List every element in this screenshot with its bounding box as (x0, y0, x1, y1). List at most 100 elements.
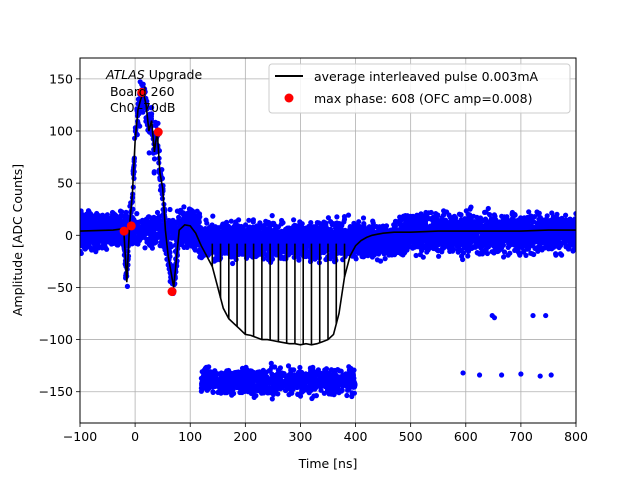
scatter-point (531, 251, 537, 258)
scatter-point (489, 249, 495, 255)
scatter-point (109, 209, 116, 216)
scatter-point (309, 237, 315, 243)
scatter-point (312, 224, 318, 230)
scatter-point (250, 217, 256, 223)
scatter-point (252, 238, 258, 244)
scatter-point (263, 218, 269, 224)
scatter-point (237, 242, 243, 248)
scatter-point (181, 204, 187, 210)
scatter-point (91, 219, 97, 225)
scatter-point (386, 236, 392, 242)
scatter-point (112, 234, 118, 240)
scatter-point (154, 209, 161, 216)
scatter-point (108, 237, 114, 243)
scatter-point (117, 240, 123, 246)
scatter-point (280, 220, 286, 226)
scatter-point (361, 225, 367, 231)
scatter-point (231, 238, 237, 244)
scatter-point (148, 105, 155, 111)
scatter-point (346, 233, 352, 239)
scatter-point (191, 240, 197, 246)
scatter-point (176, 214, 182, 220)
scatter-point (307, 258, 314, 265)
scatter-point (420, 254, 426, 260)
scatter-point (374, 257, 380, 263)
scatter-point (228, 218, 234, 224)
scatter-point (149, 111, 155, 117)
scatter-point (167, 206, 173, 213)
scatter-point (252, 229, 259, 235)
scatter-point (201, 238, 208, 244)
scatter-point (152, 221, 158, 227)
scatter-point (179, 242, 185, 248)
scatter-point (84, 211, 90, 217)
scatter-point (210, 213, 216, 219)
scatter-point (111, 230, 117, 236)
scatter-point (95, 245, 101, 251)
scatter-point (347, 224, 353, 231)
scatter-point (243, 237, 249, 243)
scatter-point (266, 234, 272, 241)
scatter-point (281, 231, 287, 237)
scatter-point (423, 209, 429, 216)
scatter-point (360, 215, 367, 221)
scatter-point (253, 245, 260, 251)
scatter-point (138, 235, 145, 241)
scatter-point (483, 247, 489, 253)
scatter-point (123, 209, 129, 215)
scatter-point (288, 235, 294, 241)
scatter-point (80, 212, 85, 218)
scatter-point (293, 225, 299, 231)
scatter-point (149, 236, 155, 242)
scatter-point (334, 228, 340, 234)
scatter-point (468, 204, 474, 210)
scatter-point (341, 214, 348, 220)
scatter-point (352, 254, 358, 260)
scatter-point (204, 230, 210, 236)
scatter-point (296, 257, 302, 263)
scatter-point (223, 222, 229, 228)
scatter-point (504, 214, 510, 220)
scatter-point (313, 230, 319, 236)
scatter-point (267, 223, 273, 229)
scatter-point (370, 228, 376, 234)
scatter-point (345, 212, 352, 218)
scatter-point (392, 247, 398, 253)
scatter-point (167, 278, 173, 284)
scatter-point (336, 238, 342, 244)
scatter-point (487, 212, 493, 218)
scatter-point (220, 236, 226, 242)
scatter-point (175, 219, 181, 225)
scatter-point (230, 260, 236, 267)
scatter-point (269, 213, 275, 219)
scatter-point (304, 233, 310, 239)
scatter-point (534, 209, 540, 215)
scatter-point (135, 223, 141, 229)
scatter-point (260, 225, 266, 231)
scatter-point (146, 242, 152, 248)
scatter-point (329, 240, 335, 246)
scatter-point (282, 238, 288, 245)
scatter-point (155, 120, 161, 126)
scatter-point (104, 232, 110, 239)
scatter-point (203, 217, 209, 223)
scatter-point (154, 216, 160, 222)
scatter-point (87, 225, 93, 232)
scatter-point (124, 283, 130, 289)
scatter-point (258, 233, 264, 239)
scatter-point (240, 225, 246, 231)
scatter-point (319, 232, 325, 238)
scatter-point (168, 226, 174, 233)
scatter-point (80, 241, 84, 247)
scatter-point (139, 224, 145, 230)
scatter-point (89, 231, 96, 237)
scatter-point (364, 244, 370, 251)
scatter-point (485, 205, 491, 212)
scatter-point (182, 219, 188, 225)
scatter-point (87, 244, 93, 250)
scatter-point (334, 214, 340, 220)
scatter-point (80, 250, 84, 256)
scatter-point (189, 216, 195, 222)
scatter-point (234, 225, 240, 231)
scatter-point (465, 253, 471, 259)
